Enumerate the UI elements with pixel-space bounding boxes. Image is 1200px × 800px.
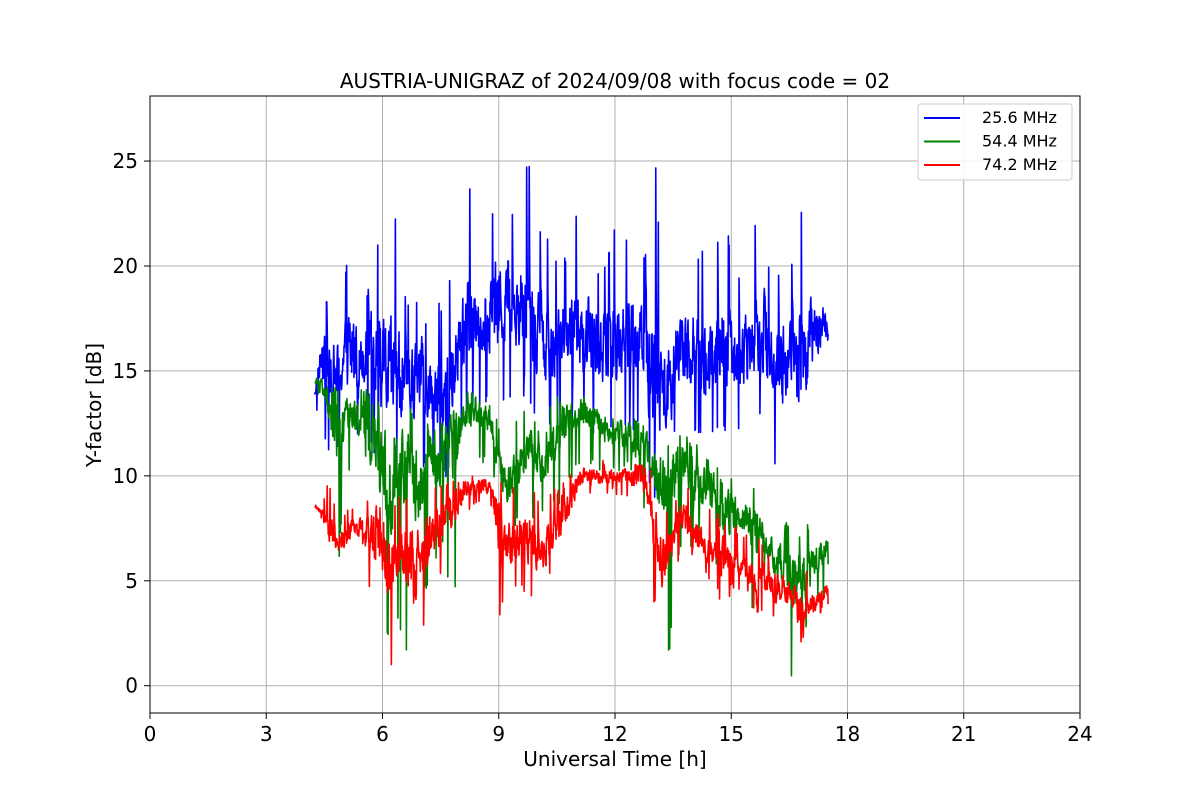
- y-axis-label: Y-factor [dB]: [82, 343, 106, 468]
- x-tick-label: 24: [1067, 722, 1092, 746]
- x-tick-label: 0: [144, 722, 157, 746]
- x-tick-label: 3: [260, 722, 273, 746]
- x-tick-label: 15: [719, 722, 744, 746]
- x-axis-label: Universal Time [h]: [523, 747, 706, 771]
- legend-label-1: 25.6 MHz: [982, 108, 1057, 127]
- x-tick-label: 18: [835, 722, 860, 746]
- legend-frame: [917, 103, 1073, 181]
- y-tick-label: 10: [113, 464, 138, 488]
- y-tick-label: 0: [125, 674, 138, 698]
- x-tick-label: 21: [951, 722, 976, 746]
- x-axis: 0 3 6 9 12 15 18 21 24: [144, 713, 1093, 746]
- plot-area: [313, 165, 829, 677]
- y-tick-label: 25: [113, 149, 138, 173]
- x-tick-label: 6: [376, 722, 389, 746]
- x-tick-label: 12: [602, 722, 627, 746]
- y-tick-label: 5: [125, 569, 138, 593]
- x-tick-label: 9: [492, 722, 505, 746]
- series-line-3: [314, 459, 829, 666]
- grid: [149, 96, 1081, 713]
- legend-label-2: 54.4 MHz: [982, 132, 1057, 151]
- series-line-1: [313, 165, 829, 498]
- legend-label-3: 74.2 MHz: [982, 155, 1057, 174]
- legend: 25.6 MHz 54.4 MHz 74.2 MHz: [917, 103, 1073, 181]
- chart-title: AUSTRIA-UNIGRAZ of 2024/09/08 with focus…: [340, 69, 890, 93]
- y-tick-label: 20: [113, 254, 138, 278]
- y-axis: 0 5 10 15 20 25: [113, 149, 150, 698]
- y-tick-label: 15: [113, 359, 138, 383]
